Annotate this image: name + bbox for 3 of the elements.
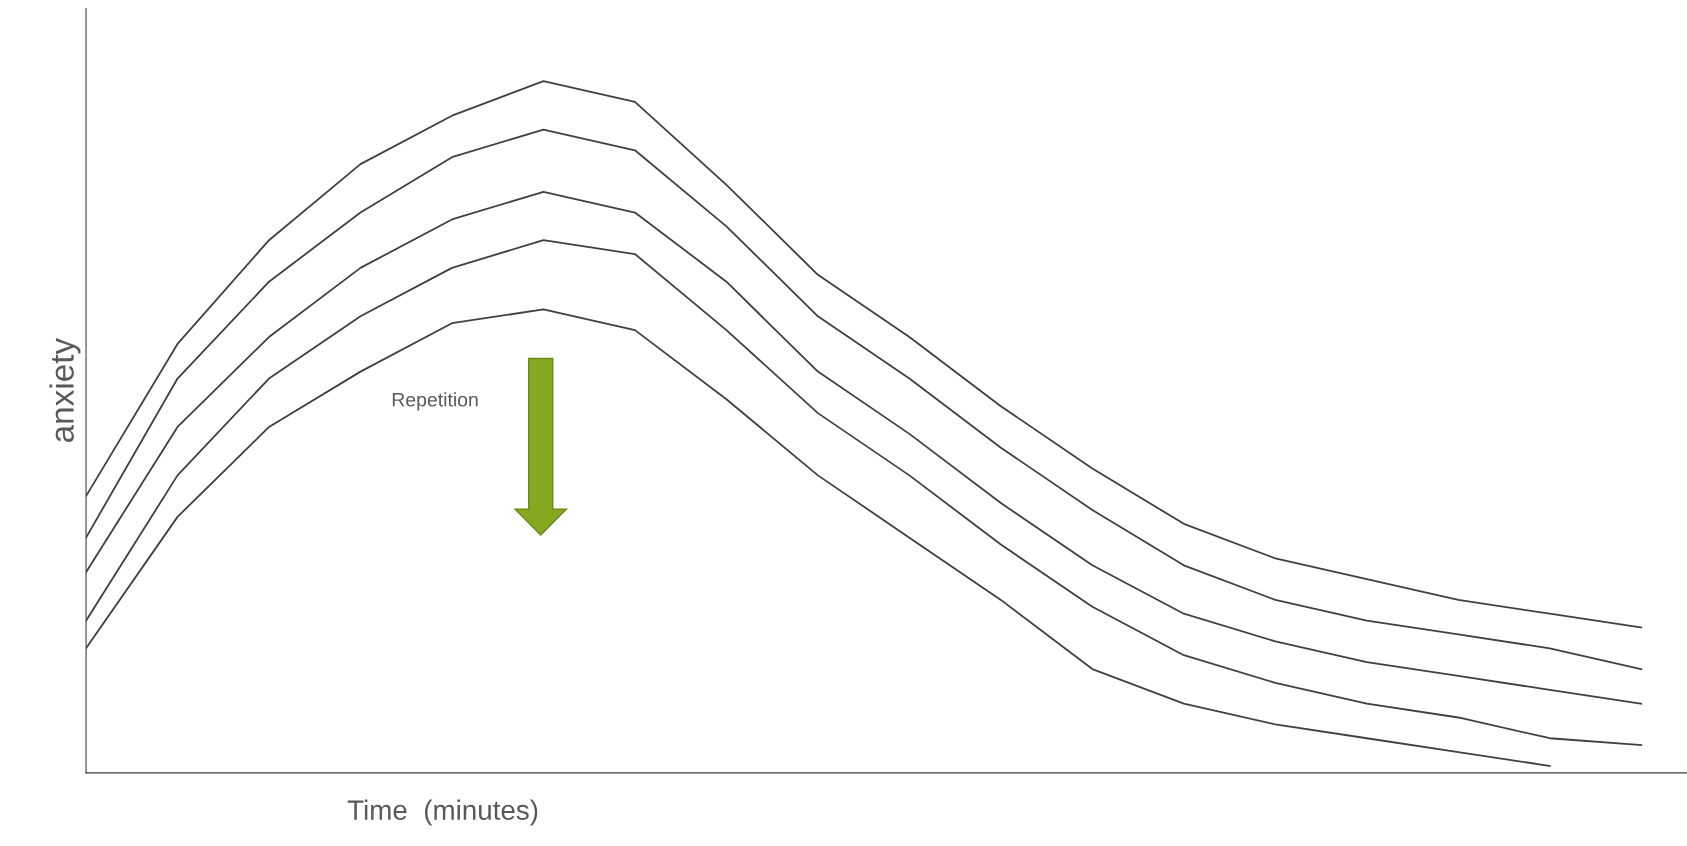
y-axis-title: anxiety (49, 337, 81, 443)
annotation: Repetition (392, 392, 478, 411)
x-axis-title: Time (minutes) (347, 799, 538, 826)
